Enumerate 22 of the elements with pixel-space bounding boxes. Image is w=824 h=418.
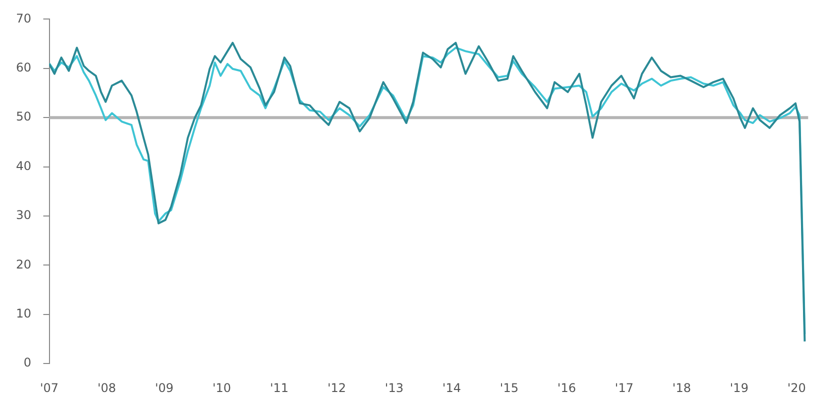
x-tick-label: '20	[787, 380, 806, 395]
x-tick-label: '14	[442, 380, 461, 395]
y-tick-label: 70	[16, 11, 32, 26]
x-tick-label: '17	[614, 380, 634, 395]
y-tick-label: 50	[16, 110, 32, 124]
x-tick-label: '09	[154, 380, 174, 395]
x-tick-label: '11	[270, 380, 289, 395]
x-tick-label: '15	[500, 380, 518, 395]
x-tick-label: '07	[40, 380, 59, 395]
x-tick-label: '16	[557, 380, 576, 395]
y-tick-label: 0	[24, 356, 32, 370]
y-tick-label: 30	[16, 208, 32, 222]
x-tick-label: '10	[212, 380, 232, 395]
y-tick-label: 10	[16, 306, 32, 321]
x-tick-label: '13	[384, 380, 404, 395]
y-tick-label: 20	[16, 257, 32, 272]
x-tick-label: '18	[672, 380, 691, 395]
y-tick-label: 60	[16, 60, 32, 75]
x-tick-label: '08	[97, 380, 116, 395]
x-tick-label: '12	[327, 380, 346, 395]
y-tick-label: 40	[16, 158, 32, 173]
x-tick-label: '19	[730, 380, 748, 395]
